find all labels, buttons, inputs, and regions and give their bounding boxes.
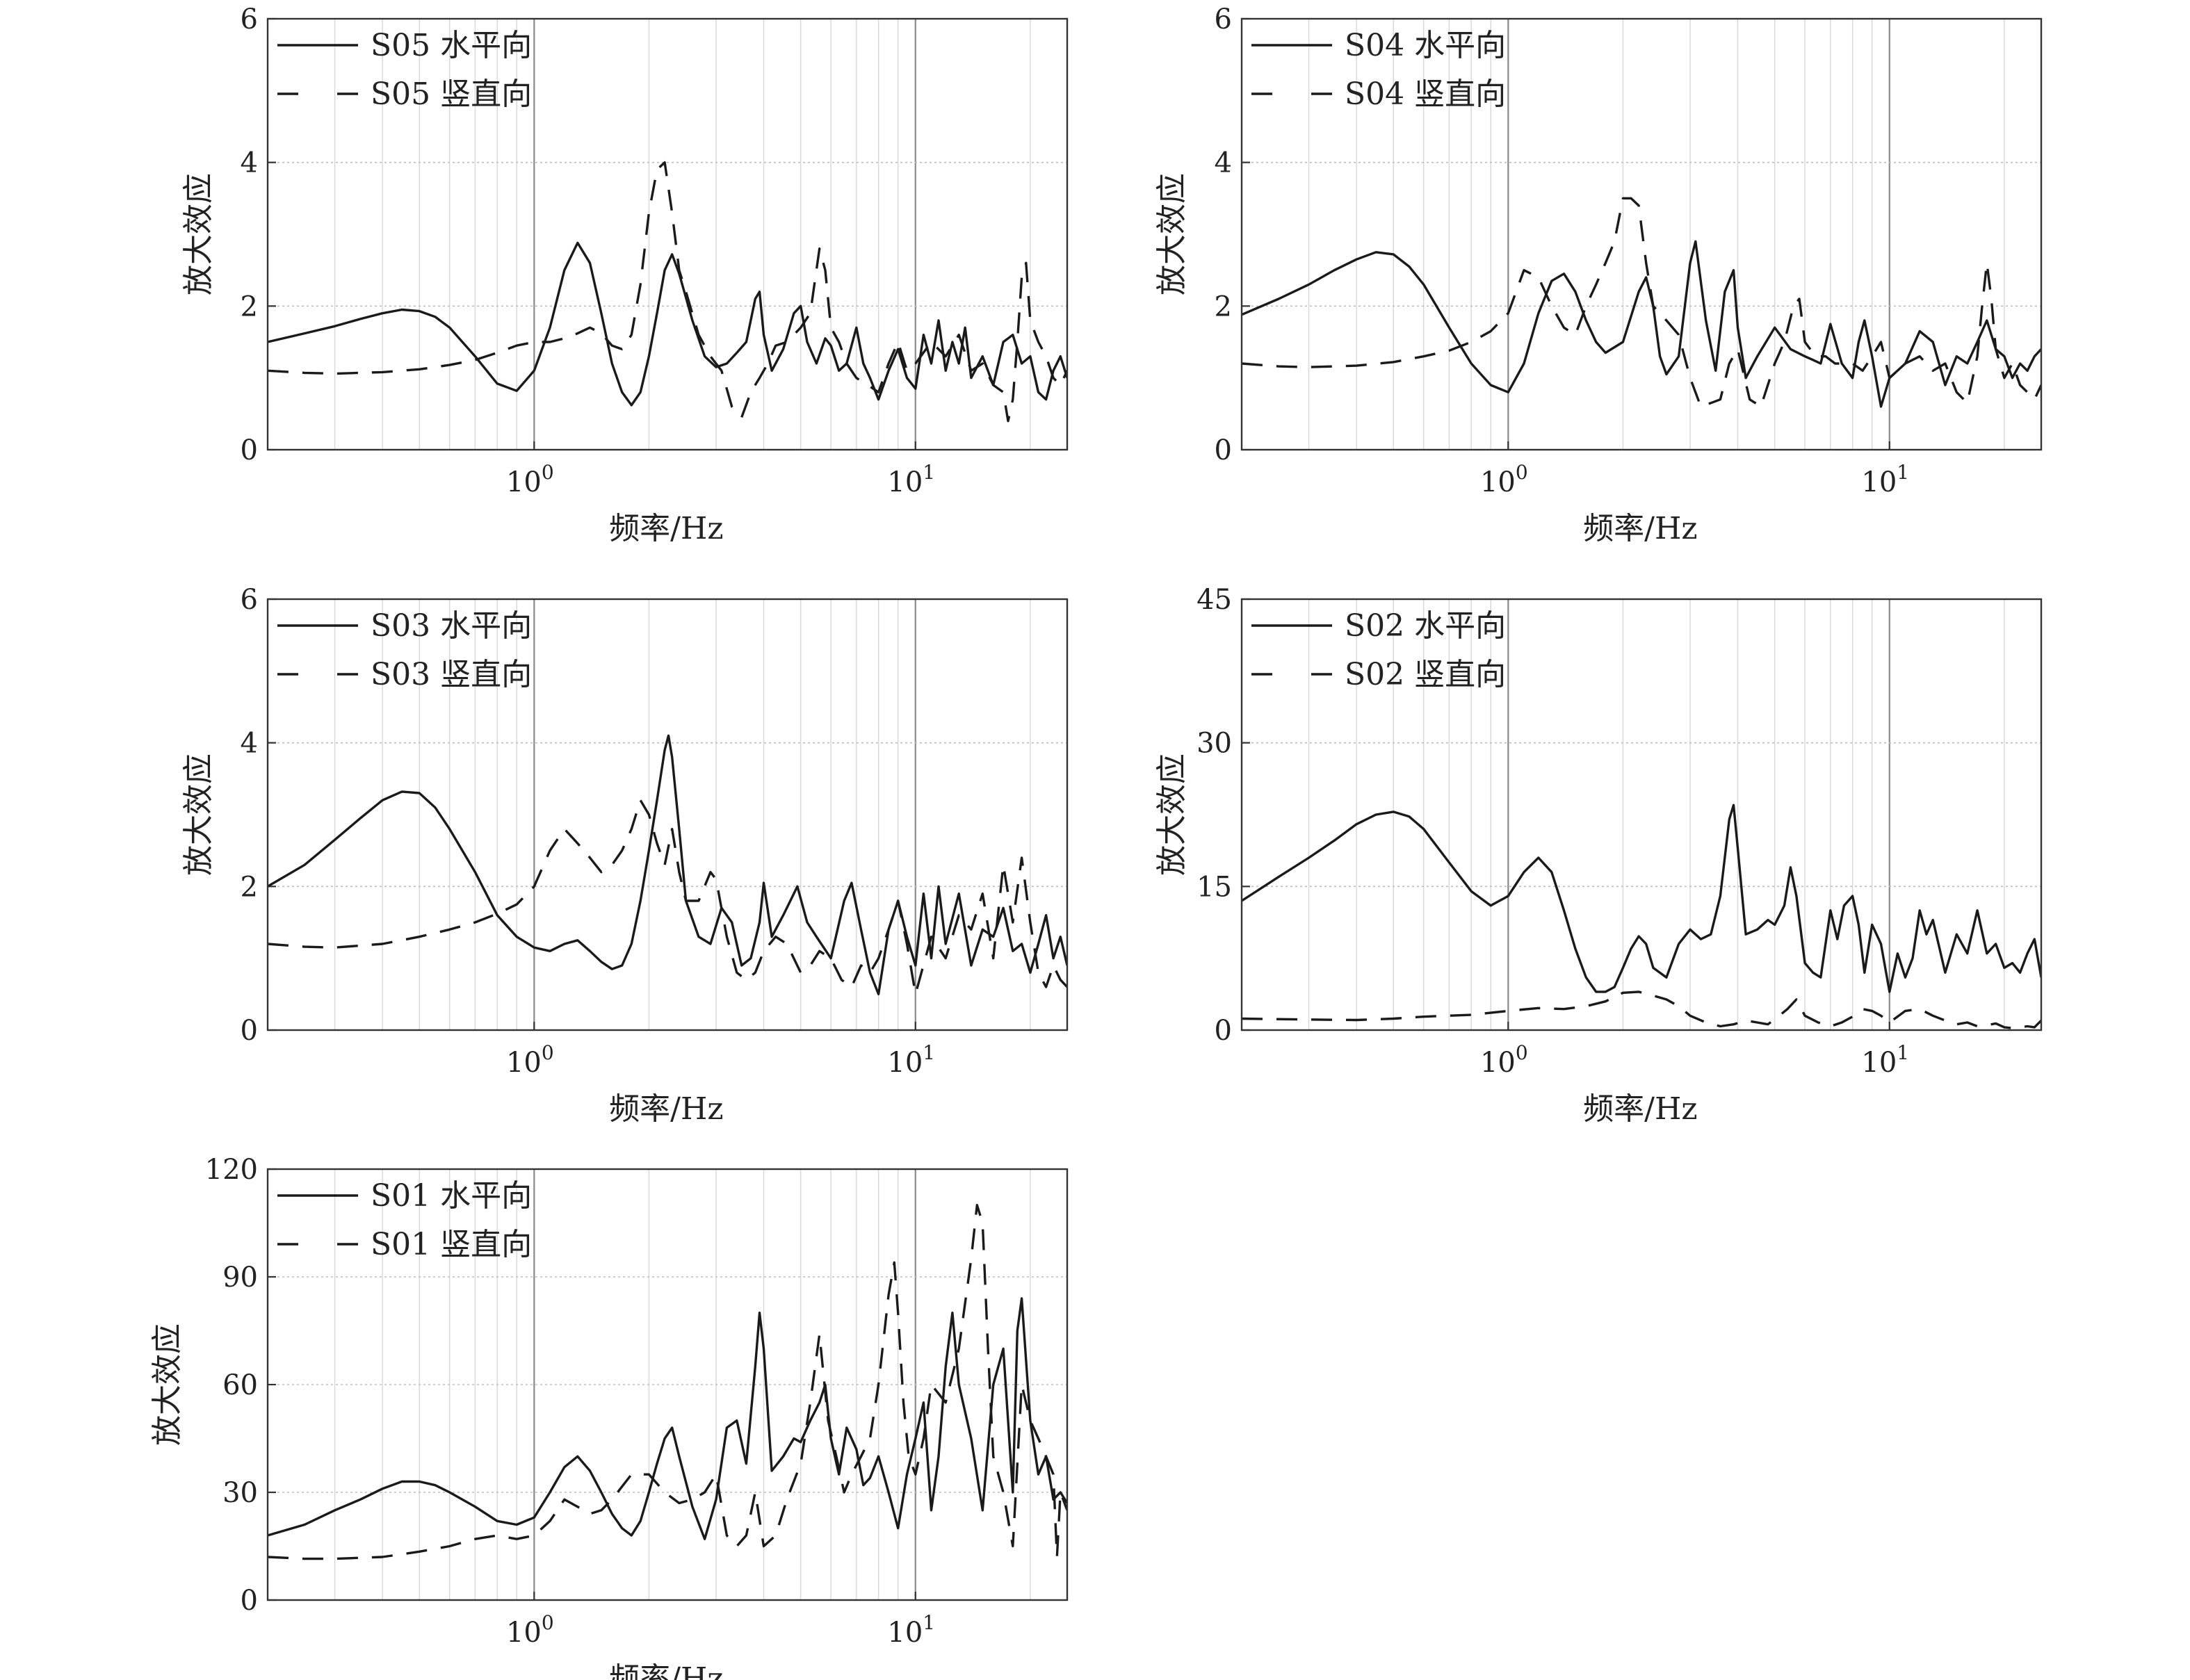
x-axis-title: 频率/Hz <box>609 511 723 546</box>
x-tick-label: 100 <box>506 1041 554 1079</box>
series-line-S05-vertical <box>268 161 1067 423</box>
y-tick-label: 0 <box>1215 434 1232 466</box>
series-line-S05-horizontal <box>268 241 1067 407</box>
y-tick-label: 0 <box>241 1015 258 1047</box>
series-line-S01-horizontal <box>268 1297 1067 1540</box>
x-tick-label: 100 <box>506 1611 554 1649</box>
y-tick-label: 6 <box>1215 3 1232 35</box>
legend-label: S03 水平向 <box>371 608 532 644</box>
series-line-S04-vertical <box>1242 197 2041 408</box>
series-line-S03-vertical <box>268 799 1067 996</box>
y-tick-label: 120 <box>205 1154 258 1186</box>
legend-label: S01 竖直向 <box>371 1227 532 1262</box>
series-line-S02-vertical <box>1242 990 2041 1029</box>
y-tick-label: 6 <box>241 584 258 616</box>
x-tick-label: 101 <box>887 1041 935 1079</box>
legend-label: S01 水平向 <box>371 1178 532 1214</box>
y-tick-label: 30 <box>222 1477 258 1509</box>
legend-label: S02 水平向 <box>1345 608 1506 644</box>
y-tick-label: 15 <box>1197 871 1232 903</box>
plot-frame <box>1240 598 2043 1031</box>
y-axis-title: 放大效应 <box>181 753 216 876</box>
x-axis-title: 频率/Hz <box>609 1661 723 1680</box>
y-axis-title: 放大效应 <box>1154 753 1190 876</box>
x-tick-label: 101 <box>887 1611 935 1649</box>
y-tick-label: 0 <box>241 434 258 466</box>
y-tick-label: 60 <box>222 1369 258 1401</box>
legend-label: S05 竖直向 <box>371 76 532 112</box>
legend-label: S03 竖直向 <box>371 657 532 692</box>
series-line-S02-horizontal <box>1242 804 2041 993</box>
x-axis-title: 频率/Hz <box>1583 511 1697 546</box>
y-tick-label: 4 <box>241 728 258 760</box>
y-tick-label: 90 <box>222 1262 258 1294</box>
series-line-S01-vertical <box>268 1203 1067 1560</box>
y-tick-label: 45 <box>1197 584 1232 616</box>
x-tick-label: 101 <box>1861 461 1909 498</box>
y-axis-title: 放大效应 <box>149 1323 185 1446</box>
x-axis-title: 频率/Hz <box>609 1091 723 1127</box>
y-tick-label: 2 <box>1215 291 1232 323</box>
series-line-S04-horizontal <box>1242 240 2041 408</box>
x-tick-label: 101 <box>1861 1041 1909 1079</box>
legend-label: S04 竖直向 <box>1345 76 1506 112</box>
y-tick-label: 30 <box>1197 728 1232 760</box>
y-tick-label: 4 <box>241 147 258 179</box>
x-tick-label: 100 <box>1480 1041 1528 1079</box>
x-axis-title: 频率/Hz <box>1583 1091 1697 1127</box>
x-tick-label: 101 <box>887 461 935 498</box>
plot-frame <box>266 17 1069 451</box>
y-tick-label: 2 <box>241 871 258 903</box>
series-line-S03-horizontal <box>268 734 1067 996</box>
x-tick-label: 100 <box>506 461 554 498</box>
legend-label: S02 竖直向 <box>1345 657 1506 692</box>
plot-frame <box>1240 17 2043 451</box>
plot-frame <box>266 598 1069 1031</box>
y-axis-title: 放大效应 <box>181 173 216 295</box>
y-tick-label: 0 <box>1215 1015 1232 1047</box>
legend-label: S04 水平向 <box>1345 28 1506 63</box>
y-tick-label: 6 <box>241 3 258 35</box>
plot-frame <box>266 1168 1069 1601</box>
y-tick-label: 4 <box>1215 147 1232 179</box>
x-tick-label: 100 <box>1480 461 1528 498</box>
y-tick-label: 0 <box>241 1585 258 1617</box>
y-axis-title: 放大效应 <box>1154 173 1190 295</box>
y-tick-label: 2 <box>241 291 258 323</box>
legend-label: S05 水平向 <box>371 28 532 63</box>
